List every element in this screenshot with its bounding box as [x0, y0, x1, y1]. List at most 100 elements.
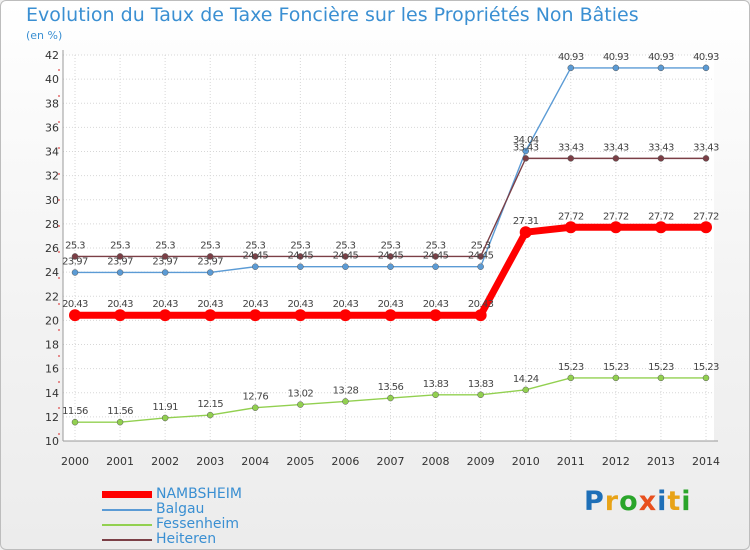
- axis-marker: [58, 199, 60, 201]
- data-point-fessenheim: [161, 414, 169, 422]
- y-tick-label: 38: [45, 97, 59, 110]
- axis-marker: [58, 69, 60, 71]
- data-point-nambsheim: [69, 309, 81, 322]
- data-label-heiteren: 33.43: [648, 142, 674, 153]
- data-label-nambsheim: 20.43: [378, 299, 404, 310]
- data-label-fessenheim: 15.23: [603, 362, 629, 373]
- data-point-balgau: [206, 269, 214, 276]
- data-point-heiteren: [477, 253, 484, 260]
- data-point-nambsheim: [654, 221, 667, 234]
- data-label-nambsheim: 20.43: [62, 299, 88, 310]
- legend-swatch: [102, 508, 152, 511]
- data-label-balgau: 23.97: [197, 256, 223, 267]
- legend-swatch: [102, 491, 152, 498]
- axis-marker: [58, 303, 60, 305]
- data-label-heiteren: 25.3: [200, 240, 220, 251]
- data-label-nambsheim: 20.43: [468, 299, 494, 310]
- data-label-heiteren: 33.43: [693, 142, 719, 153]
- data-label-fessenheim: 15.23: [648, 362, 674, 373]
- data-label-fessenheim: 15.23: [693, 362, 719, 373]
- data-label-fessenheim: 13.02: [288, 389, 314, 400]
- data-point-heiteren: [657, 155, 665, 162]
- data-point-balgau: [477, 263, 484, 270]
- axis-marker: [58, 329, 60, 331]
- legend: NAMBSHEIM Balgau Fessenheim Heiteren: [102, 487, 242, 547]
- data-point-fessenheim: [612, 374, 620, 382]
- legend-label: Balgau: [156, 501, 205, 517]
- x-tick-label: 2000: [61, 455, 89, 468]
- legend-item-heiteren: Heiteren: [102, 532, 242, 547]
- data-label-heiteren: 25.3: [381, 240, 401, 251]
- data-point-heiteren: [567, 155, 575, 162]
- data-point-heiteren: [387, 253, 394, 260]
- data-label-fessenheim: 13.56: [378, 382, 404, 393]
- data-point-fessenheim: [342, 398, 349, 405]
- data-point-nambsheim: [384, 309, 397, 322]
- data-label-fessenheim: 14.24: [513, 374, 539, 385]
- data-point-fessenheim: [252, 404, 259, 411]
- logo-letter: x: [638, 486, 658, 517]
- data-point-fessenheim: [702, 374, 710, 382]
- y-tick-label: 28: [45, 218, 59, 231]
- axis-marker: [58, 407, 60, 409]
- data-label-fessenheim: 11.56: [62, 406, 88, 417]
- data-label-fessenheim: 11.91: [152, 402, 178, 413]
- legend-label: Fessenheim: [156, 516, 239, 532]
- axis-marker: [58, 355, 60, 357]
- y-tick-label: 34: [45, 146, 59, 159]
- data-point-fessenheim: [387, 394, 394, 402]
- x-tick-label: 2005: [286, 455, 314, 468]
- x-tick-label: 2003: [196, 455, 224, 468]
- data-label-balgau: 24.45: [378, 251, 404, 262]
- legend-label: Heiteren: [156, 531, 217, 547]
- data-point-balgau: [612, 64, 620, 72]
- chart-title: Evolution du Taux de Taxe Foncière sur l…: [26, 4, 639, 26]
- data-point-nambsheim: [474, 309, 487, 322]
- x-tick-label: 2001: [106, 455, 134, 468]
- data-label-balgau: 40.93: [648, 52, 674, 63]
- data-point-nambsheim: [294, 309, 307, 322]
- logo-letter: t: [667, 486, 682, 517]
- data-point-heiteren: [432, 253, 439, 260]
- x-tick-label: 2008: [422, 455, 450, 468]
- data-label-heiteren: 25.3: [335, 240, 355, 251]
- axis-marker: [58, 381, 60, 383]
- data-point-balgau: [161, 269, 169, 276]
- x-tick-label: 2009: [467, 455, 495, 468]
- data-point-balgau: [116, 269, 124, 276]
- x-tick-label: 2014: [692, 455, 720, 468]
- data-point-nambsheim: [519, 226, 532, 239]
- proxiti-logo: Proxiti: [584, 486, 692, 517]
- data-label-balgau: 40.93: [603, 52, 629, 63]
- data-point-heiteren: [206, 253, 214, 260]
- data-point-heiteren: [702, 155, 710, 162]
- data-point-fessenheim: [522, 386, 529, 394]
- data-point-balgau: [71, 269, 79, 276]
- data-label-nambsheim: 27.31: [513, 216, 539, 227]
- data-point-balgau: [297, 263, 304, 270]
- data-point-nambsheim: [564, 221, 577, 234]
- axis-marker: [58, 147, 60, 149]
- data-label-nambsheim: 27.72: [558, 211, 584, 222]
- x-tick-label: 2002: [151, 455, 179, 468]
- data-point-heiteren: [342, 253, 349, 260]
- x-tick-label: 2013: [647, 455, 675, 468]
- legend-swatch: [102, 538, 152, 541]
- y-tick-label: 36: [45, 121, 59, 134]
- logo-letter: i: [681, 486, 692, 517]
- data-label-balgau: 40.93: [693, 52, 719, 63]
- data-label-nambsheim: 20.43: [242, 299, 268, 310]
- data-point-balgau: [252, 263, 259, 270]
- y-tick-label: 12: [45, 411, 59, 424]
- data-label-fessenheim: 12.15: [197, 399, 223, 410]
- data-point-fessenheim: [297, 401, 304, 408]
- y-tick-label: 14: [45, 387, 59, 400]
- data-point-balgau: [567, 64, 575, 72]
- axis-marker: [58, 121, 60, 123]
- data-label-fessenheim: 13.28: [333, 385, 359, 396]
- data-point-fessenheim: [432, 391, 439, 399]
- data-label-fessenheim: 13.83: [423, 379, 449, 390]
- data-label-nambsheim: 20.43: [333, 299, 359, 310]
- data-label-heiteren: 25.3: [290, 240, 310, 251]
- y-tick-label: 10: [45, 435, 59, 448]
